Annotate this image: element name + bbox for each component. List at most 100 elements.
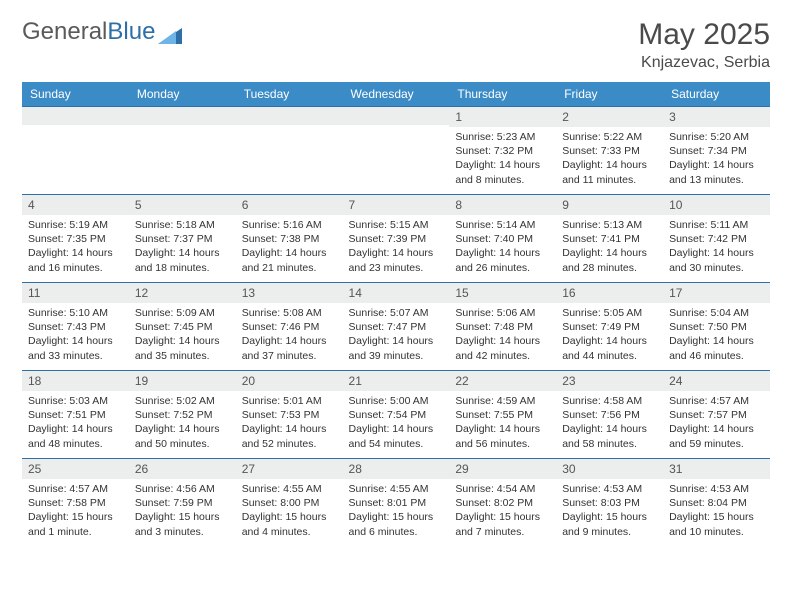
calendar-cell: 12Sunrise: 5:09 AMSunset: 7:45 PMDayligh…	[129, 283, 236, 371]
sunrise-text: Sunrise: 5:06 AM	[455, 306, 550, 320]
day-number: 16	[556, 283, 663, 303]
daylight-text: Daylight: 14 hours and 28 minutes.	[562, 246, 657, 274]
daylight-text: Daylight: 15 hours and 4 minutes.	[242, 510, 337, 538]
day-number: 10	[663, 195, 770, 215]
sunset-text: Sunset: 8:03 PM	[562, 496, 657, 510]
calendar-cell: 4Sunrise: 5:19 AMSunset: 7:35 PMDaylight…	[22, 195, 129, 283]
calendar-cell: 23Sunrise: 4:58 AMSunset: 7:56 PMDayligh…	[556, 371, 663, 459]
month-title: May 2025	[638, 18, 770, 52]
logo-text-part2: Blue	[107, 18, 155, 46]
calendar-head: SundayMondayTuesdayWednesdayThursdayFrid…	[22, 82, 770, 107]
calendar-row: 18Sunrise: 5:03 AMSunset: 7:51 PMDayligh…	[22, 371, 770, 459]
sunrise-text: Sunrise: 4:53 AM	[669, 482, 764, 496]
calendar-cell: 3Sunrise: 5:20 AMSunset: 7:34 PMDaylight…	[663, 107, 770, 195]
cell-body: Sunrise: 5:04 AMSunset: 7:50 PMDaylight:…	[663, 303, 770, 369]
day-number: 12	[129, 283, 236, 303]
sunrise-text: Sunrise: 4:53 AM	[562, 482, 657, 496]
cell-body: Sunrise: 4:56 AMSunset: 7:59 PMDaylight:…	[129, 479, 236, 545]
daylight-text: Daylight: 14 hours and 42 minutes.	[455, 334, 550, 362]
daylight-text: Daylight: 14 hours and 52 minutes.	[242, 422, 337, 450]
cell-body: Sunrise: 5:20 AMSunset: 7:34 PMDaylight:…	[663, 127, 770, 193]
daylight-text: Daylight: 14 hours and 37 minutes.	[242, 334, 337, 362]
day-number: 18	[22, 371, 129, 391]
sunset-text: Sunset: 7:47 PM	[349, 320, 444, 334]
sunrise-text: Sunrise: 5:04 AM	[669, 306, 764, 320]
day-number: 21	[343, 371, 450, 391]
sunrise-text: Sunrise: 5:23 AM	[455, 130, 550, 144]
sunrise-text: Sunrise: 5:05 AM	[562, 306, 657, 320]
daylight-text: Daylight: 14 hours and 16 minutes.	[28, 246, 123, 274]
sunrise-text: Sunrise: 5:02 AM	[135, 394, 230, 408]
sunset-text: Sunset: 7:50 PM	[669, 320, 764, 334]
cell-body: Sunrise: 5:19 AMSunset: 7:35 PMDaylight:…	[22, 215, 129, 281]
sunrise-text: Sunrise: 5:20 AM	[669, 130, 764, 144]
daylight-text: Daylight: 15 hours and 10 minutes.	[669, 510, 764, 538]
calendar-cell: 2Sunrise: 5:22 AMSunset: 7:33 PMDaylight…	[556, 107, 663, 195]
day-header-row: SundayMondayTuesdayWednesdayThursdayFrid…	[22, 82, 770, 107]
calendar-cell: 9Sunrise: 5:13 AMSunset: 7:41 PMDaylight…	[556, 195, 663, 283]
sunset-text: Sunset: 7:56 PM	[562, 408, 657, 422]
calendar-cell: 28Sunrise: 4:55 AMSunset: 8:01 PMDayligh…	[343, 459, 450, 547]
day-number	[236, 107, 343, 125]
sunset-text: Sunset: 7:49 PM	[562, 320, 657, 334]
day-number: 26	[129, 459, 236, 479]
daylight-text: Daylight: 14 hours and 44 minutes.	[562, 334, 657, 362]
calendar-row: 1Sunrise: 5:23 AMSunset: 7:32 PMDaylight…	[22, 107, 770, 195]
sunrise-text: Sunrise: 4:58 AM	[562, 394, 657, 408]
calendar-cell: 11Sunrise: 5:10 AMSunset: 7:43 PMDayligh…	[22, 283, 129, 371]
day-number: 28	[343, 459, 450, 479]
sunrise-text: Sunrise: 5:15 AM	[349, 218, 444, 232]
day-header: Saturday	[663, 82, 770, 107]
calendar-cell: 26Sunrise: 4:56 AMSunset: 7:59 PMDayligh…	[129, 459, 236, 547]
sunset-text: Sunset: 7:51 PM	[28, 408, 123, 422]
sunset-text: Sunset: 7:40 PM	[455, 232, 550, 246]
cell-body: Sunrise: 5:11 AMSunset: 7:42 PMDaylight:…	[663, 215, 770, 281]
calendar-cell: 27Sunrise: 4:55 AMSunset: 8:00 PMDayligh…	[236, 459, 343, 547]
daylight-text: Daylight: 14 hours and 46 minutes.	[669, 334, 764, 362]
daylight-text: Daylight: 15 hours and 7 minutes.	[455, 510, 550, 538]
day-number: 17	[663, 283, 770, 303]
calendar-cell: 21Sunrise: 5:00 AMSunset: 7:54 PMDayligh…	[343, 371, 450, 459]
daylight-text: Daylight: 14 hours and 33 minutes.	[28, 334, 123, 362]
day-number: 23	[556, 371, 663, 391]
calendar-cell: 29Sunrise: 4:54 AMSunset: 8:02 PMDayligh…	[449, 459, 556, 547]
calendar-cell: 30Sunrise: 4:53 AMSunset: 8:03 PMDayligh…	[556, 459, 663, 547]
cell-body: Sunrise: 4:53 AMSunset: 8:04 PMDaylight:…	[663, 479, 770, 545]
day-number: 30	[556, 459, 663, 479]
daylight-text: Daylight: 15 hours and 1 minute.	[28, 510, 123, 538]
cell-body: Sunrise: 5:03 AMSunset: 7:51 PMDaylight:…	[22, 391, 129, 457]
cell-body: Sunrise: 4:54 AMSunset: 8:02 PMDaylight:…	[449, 479, 556, 545]
page: GeneralBlue May 2025 Knjazevac, Serbia S…	[0, 0, 792, 565]
day-number: 1	[449, 107, 556, 127]
sunset-text: Sunset: 7:39 PM	[349, 232, 444, 246]
cell-body: Sunrise: 5:23 AMSunset: 7:32 PMDaylight:…	[449, 127, 556, 193]
calendar-cell	[236, 107, 343, 195]
day-number: 7	[343, 195, 450, 215]
calendar-cell: 22Sunrise: 4:59 AMSunset: 7:55 PMDayligh…	[449, 371, 556, 459]
sunset-text: Sunset: 7:55 PM	[455, 408, 550, 422]
sunrise-text: Sunrise: 5:09 AM	[135, 306, 230, 320]
day-number: 19	[129, 371, 236, 391]
cell-body: Sunrise: 5:06 AMSunset: 7:48 PMDaylight:…	[449, 303, 556, 369]
day-number: 6	[236, 195, 343, 215]
calendar-cell: 20Sunrise: 5:01 AMSunset: 7:53 PMDayligh…	[236, 371, 343, 459]
header: GeneralBlue May 2025 Knjazevac, Serbia	[22, 18, 770, 72]
cell-body: Sunrise: 4:53 AMSunset: 8:03 PMDaylight:…	[556, 479, 663, 545]
sunset-text: Sunset: 7:32 PM	[455, 144, 550, 158]
sunset-text: Sunset: 7:57 PM	[669, 408, 764, 422]
daylight-text: Daylight: 14 hours and 23 minutes.	[349, 246, 444, 274]
sunrise-text: Sunrise: 4:57 AM	[28, 482, 123, 496]
cell-body: Sunrise: 5:08 AMSunset: 7:46 PMDaylight:…	[236, 303, 343, 369]
calendar-cell: 17Sunrise: 5:04 AMSunset: 7:50 PMDayligh…	[663, 283, 770, 371]
cell-body: Sunrise: 5:14 AMSunset: 7:40 PMDaylight:…	[449, 215, 556, 281]
daylight-text: Daylight: 14 hours and 35 minutes.	[135, 334, 230, 362]
sunrise-text: Sunrise: 5:10 AM	[28, 306, 123, 320]
cell-body: Sunrise: 4:55 AMSunset: 8:01 PMDaylight:…	[343, 479, 450, 545]
sunset-text: Sunset: 7:37 PM	[135, 232, 230, 246]
sunset-text: Sunset: 7:41 PM	[562, 232, 657, 246]
daylight-text: Daylight: 14 hours and 8 minutes.	[455, 158, 550, 186]
cell-body: Sunrise: 5:07 AMSunset: 7:47 PMDaylight:…	[343, 303, 450, 369]
day-header: Friday	[556, 82, 663, 107]
cell-body: Sunrise: 5:01 AMSunset: 7:53 PMDaylight:…	[236, 391, 343, 457]
day-number: 14	[343, 283, 450, 303]
